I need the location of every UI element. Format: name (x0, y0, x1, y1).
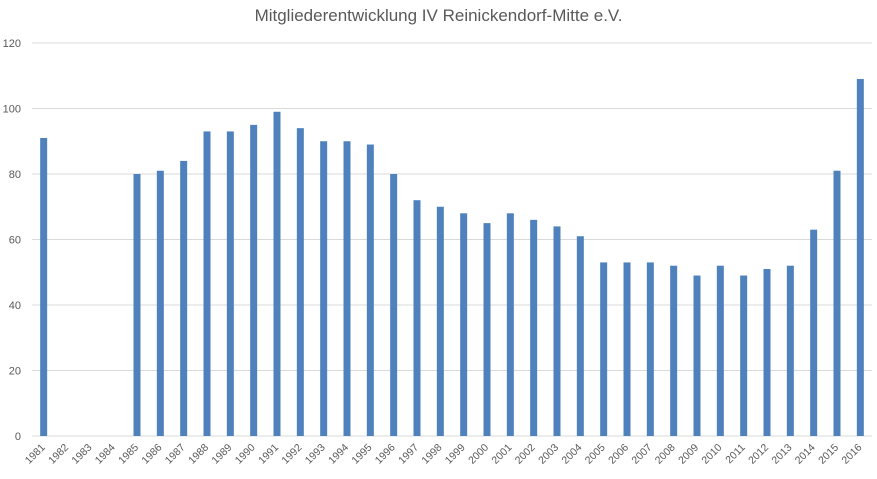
x-tick-label: 2004 (559, 442, 584, 467)
x-tick-label: 1990 (233, 442, 258, 467)
x-tick-label: 1987 (163, 442, 188, 467)
bar-2002 (530, 219, 538, 436)
x-tick-label: 2011 (723, 442, 748, 467)
x-tick-label: 2010 (699, 442, 724, 467)
bar-2000 (483, 223, 491, 436)
y-tick-label: 100 (3, 104, 21, 116)
bar-1988 (203, 131, 211, 437)
bar-2001 (506, 213, 514, 436)
x-tick-label: 2002 (513, 442, 538, 467)
bar-1994 (343, 141, 351, 436)
bar-1989 (226, 131, 234, 437)
bar-2003 (553, 226, 561, 436)
bar-2004 (576, 236, 584, 436)
bar-1981 (40, 137, 48, 436)
chart-title: Mitgliederentwicklung IV Reinickendorf-M… (254, 6, 623, 25)
x-tick-label: 1982 (46, 442, 71, 467)
x-tick-label: 1983 (69, 442, 94, 467)
bar-2013 (786, 265, 794, 436)
y-axis-ticks: 0 20 40 60 80 100 120 (3, 38, 21, 443)
bar-2016 (856, 79, 864, 437)
x-tick-label: 1992 (279, 442, 304, 467)
x-tick-label: 1999 (443, 442, 468, 467)
x-tick-label: 1984 (93, 442, 118, 467)
y-tick-label: 40 (9, 300, 21, 312)
bar-1991 (273, 111, 281, 437)
x-tick-label: 1986 (139, 442, 164, 467)
x-tick-label: 1998 (419, 442, 444, 467)
bar-1999 (460, 213, 468, 436)
bar-2009 (693, 275, 701, 436)
x-tick-label: 1988 (186, 442, 211, 467)
x-tick-label: 2015 (816, 442, 841, 467)
x-tick-label: 2007 (629, 442, 654, 467)
x-tick-label: 2006 (606, 442, 631, 467)
x-tick-label: 2013 (769, 442, 794, 467)
bar-1997 (413, 200, 421, 436)
x-tick-label: 1993 (303, 442, 328, 467)
x-tick-label: 1995 (349, 442, 374, 467)
x-tick-label: 2012 (746, 442, 771, 467)
y-tick-label: 0 (15, 431, 21, 443)
bar-2010 (716, 265, 724, 436)
x-tick-label: 1994 (326, 442, 351, 467)
x-tick-label: 2005 (583, 442, 608, 467)
bar-1998 (436, 206, 444, 436)
x-tick-label: 2008 (653, 442, 678, 467)
x-tick-label: 1996 (373, 442, 398, 467)
x-tick-label: 2003 (536, 442, 561, 467)
gridlines (32, 42, 872, 437)
bar-1990 (250, 124, 258, 436)
bar-1987 (180, 160, 188, 436)
bars (40, 79, 864, 437)
bar-1996 (390, 174, 398, 436)
bar-1995 (366, 144, 374, 436)
x-axis-ticks: 1981198219831984198519861987198819891990… (23, 442, 865, 467)
bar-2014 (810, 229, 818, 436)
y-tick-label: 20 (9, 366, 21, 378)
bar-2012 (763, 268, 771, 436)
x-tick-label: 1985 (116, 442, 141, 467)
x-tick-label: 1997 (396, 442, 421, 467)
x-tick-label: 2016 (839, 442, 864, 467)
bar-2005 (600, 262, 608, 436)
bar-2011 (740, 275, 748, 436)
x-tick-label: 2009 (676, 442, 701, 467)
bar-2007 (646, 262, 654, 436)
x-tick-label: 1981 (23, 442, 48, 467)
bar-1993 (320, 141, 328, 436)
x-tick-label: 2001 (489, 442, 514, 467)
y-tick-label: 80 (9, 169, 21, 181)
bar-2015 (833, 170, 841, 436)
x-tick-label: 2014 (793, 442, 818, 467)
bar-2006 (623, 262, 631, 436)
x-tick-label: 1989 (209, 442, 234, 467)
bar-1992 (296, 128, 304, 436)
bar-1985 (133, 174, 141, 436)
x-tick-label: 2000 (466, 442, 491, 467)
bar-1986 (156, 170, 164, 436)
bar-2008 (670, 265, 678, 436)
y-tick-label: 60 (9, 235, 21, 247)
y-tick-label: 120 (3, 38, 21, 50)
x-tick-label: 1991 (256, 442, 281, 467)
